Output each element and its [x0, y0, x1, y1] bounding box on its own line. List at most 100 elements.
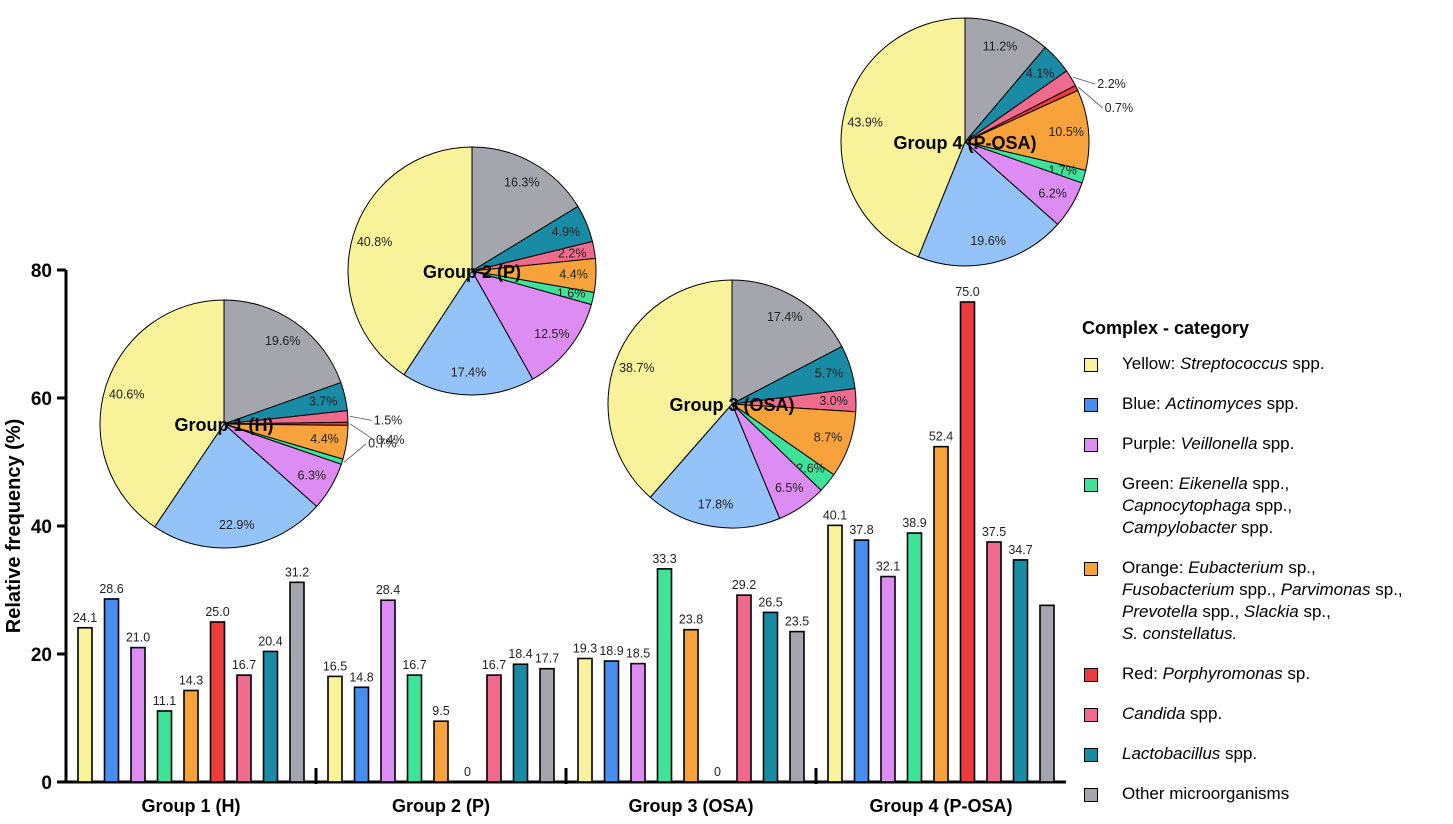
legend-text: Capnocytophaga — [1122, 496, 1251, 515]
legend-line: Candida spp. — [1122, 703, 1452, 725]
pie-slice-gray — [223, 299, 342, 425]
bar-orange — [683, 628, 699, 783]
legend-text: spp., — [1247, 474, 1290, 493]
bar-purple — [130, 646, 146, 783]
x-category-label: Group 3 (OSA) — [629, 796, 754, 816]
bar-value-label: 52.4 — [929, 430, 953, 444]
bar-value-label: 20.4 — [258, 634, 282, 648]
pie-leader-line — [349, 423, 375, 441]
pie-slice-label: 12.5% — [534, 327, 569, 341]
pie-title: Group 4 (P-OSA) — [894, 133, 1037, 153]
pie-2: 16.3%4.9%2.2%4.4%1.6%12.5%17.4%40.8%Grou… — [347, 146, 597, 396]
legend-text: spp. — [1236, 518, 1274, 537]
bar-blue — [103, 598, 120, 783]
pie-slice-label: 22.9% — [219, 518, 254, 532]
legend-text: S. constellatus. — [1122, 624, 1238, 643]
legend-item: Other microorganisms — [1082, 783, 1452, 805]
legend-item: Blue: Actinomyces spp. — [1082, 393, 1452, 415]
pie-slice-label: 17.8% — [698, 497, 733, 511]
legend-line: Blue: Actinomyces spp. — [1122, 393, 1452, 415]
pie-slice-yellow — [840, 17, 966, 258]
legend-text: sp., — [1283, 558, 1316, 577]
legend-text: Orange: — [1122, 558, 1189, 577]
legend-item: Purple: Veillonella spp. — [1082, 433, 1452, 455]
legend-swatch — [1084, 668, 1098, 682]
bar-red — [209, 621, 226, 783]
pie-slice-label: 16.3% — [504, 175, 539, 189]
legend-text: spp. — [1257, 434, 1295, 453]
pie-leader-line — [349, 415, 372, 421]
pie-charts: 19.6% 3.7% 1.5% 0.4% 4.4% 0.7% 6.3% 22.9% 40.6% G… — [99, 17, 1133, 549]
bar-value-label: 29.2 — [732, 578, 756, 592]
pie-title: Group 1 (H) — [175, 415, 274, 435]
bar-value-label: 0 — [714, 765, 721, 779]
legend-swatch — [1084, 358, 1098, 372]
legend-item: Yellow: Streptococcus spp. — [1082, 353, 1452, 375]
bar-value-label: 31.2 — [285, 565, 309, 579]
bar-pink — [986, 541, 1002, 783]
legend-swatch — [1084, 438, 1098, 452]
legend-line: Lactobacillus spp. — [1122, 743, 1452, 765]
bar-value-label: 25.0 — [205, 605, 229, 619]
x-category-label: Group 1 (H) — [142, 796, 241, 816]
legend: Complex - category Yellow: Streptococcus… — [1082, 318, 1452, 823]
legend-text: Eikenella — [1178, 474, 1248, 493]
bar-orange — [933, 445, 949, 783]
bar-value-label: 14.8 — [349, 670, 373, 684]
legend-item: Candida spp. — [1082, 703, 1452, 725]
bar-blue — [853, 539, 870, 783]
legend-item: Orange: Eubacterium sp., Fusobacterium sp… — [1082, 557, 1452, 645]
legend-line: Campylobacter spp. — [1122, 517, 1452, 539]
pie-slice-label: 3.7% — [309, 394, 338, 408]
bar-value-label: 33.3 — [652, 552, 676, 566]
bar-value-label: 18.9 — [599, 644, 623, 658]
pie-slice-label: 6.5% — [775, 481, 804, 495]
pie-leader-line — [1072, 76, 1096, 85]
pie-leader-line — [343, 443, 367, 463]
pie-slice-light_blue — [649, 403, 781, 529]
bar-value-label: 38.9 — [902, 516, 926, 530]
bar-value-label: 17.7 — [535, 652, 559, 666]
pie-slice-label: 4.1% — [1026, 67, 1055, 81]
pie-slice-label: 2.2% — [558, 247, 587, 261]
pie-title: Group 3 (OSA) — [670, 395, 795, 415]
legend-swatch — [1084, 708, 1098, 722]
legend-line: Purple: Veillonella spp. — [1122, 433, 1452, 455]
bar-value-label: 16.7 — [482, 658, 506, 672]
bar-value-label: 37.8 — [849, 523, 873, 537]
legend-text: sp. — [1282, 664, 1311, 683]
pie-title: Group 2 (P) — [423, 262, 521, 282]
pie-slice-label: 40.6% — [109, 387, 144, 401]
bar-value-label: 16.7 — [402, 658, 426, 672]
bar-value-label: 28.6 — [99, 582, 123, 596]
pie-slice-label: 43.9% — [847, 115, 882, 129]
legend-text: sp., — [1370, 580, 1403, 599]
bar-yellow — [577, 657, 593, 783]
legend-text: Streptococcus — [1179, 354, 1288, 373]
legend-text: spp. — [1261, 394, 1299, 413]
pie-slice-yellow — [607, 279, 733, 498]
bar-yellow — [77, 626, 93, 783]
pie-slice-label: 2.2% — [1097, 77, 1126, 91]
bar-value-label: 26.5 — [758, 595, 782, 609]
pie-slice-label: 19.6% — [970, 234, 1005, 248]
pie-slice-label: 40.8% — [357, 235, 392, 249]
bar-gray — [789, 630, 805, 783]
pie-slice-yellow — [99, 299, 225, 528]
pie-slice-purple — [470, 270, 592, 380]
bar-chart: 0 20 40 60 80 Relative frequency (%) Group 1 (… — [3, 261, 1066, 816]
bar-teal — [762, 611, 779, 783]
bar-yellow — [327, 675, 343, 783]
legend-text: Actinomyces — [1165, 394, 1262, 413]
pie-3: 17.4% 5.7% 3.0% 8.7% 2.6% 6.5% 17.8% 38.7% Group… — [607, 279, 857, 529]
bar-pink — [736, 594, 752, 783]
pie-slice-label: 6.3% — [298, 468, 327, 482]
legend-text: Green: — [1122, 474, 1179, 493]
y-tick-label: 0 — [41, 773, 52, 794]
bar-orange — [433, 720, 449, 783]
legend-text: Porphyromonas — [1162, 664, 1283, 683]
pie-slice-gray — [731, 279, 843, 405]
legend-swatch — [1084, 398, 1098, 412]
pie-slice-label: 0.4% — [376, 433, 405, 447]
bar-teal — [262, 650, 279, 783]
